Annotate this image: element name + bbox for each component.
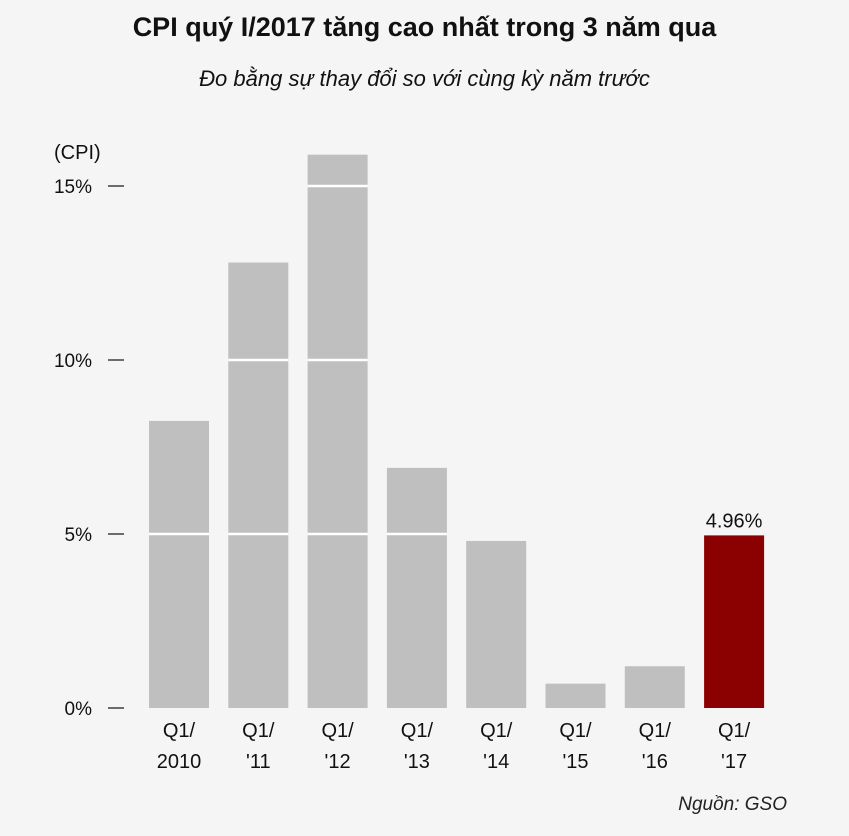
x-tick-label-line2: '13 xyxy=(404,751,430,773)
bar xyxy=(307,154,368,708)
bar xyxy=(228,262,289,708)
x-tick-label-line1: Q1/ xyxy=(480,720,513,742)
x-tick-label-line2: '16 xyxy=(642,751,668,773)
labels: Q1/2010 Q1/ '11 Q1/ '12 Q1/ '13 Q1/ '14 Q1/ '15 Q1/… xyxy=(157,510,763,773)
y-tick-label: 5% xyxy=(65,525,93,546)
bar xyxy=(149,420,209,708)
x-tick-label-line1: Q1/ xyxy=(559,720,592,742)
bar xyxy=(386,467,447,708)
x-tick-label-line1: Q1/ xyxy=(639,720,672,742)
x-tick-label-line1: Q1/ xyxy=(401,720,434,742)
x-tick-label-line1: Q1/ xyxy=(718,720,751,742)
y-axis: (CPI) 0% 5% 10% 15% xyxy=(54,142,124,720)
x-tick-label-line2: '15 xyxy=(562,751,588,773)
x-tick-label-line1: Q1/ xyxy=(163,720,196,742)
y-tick-label: 10% xyxy=(54,351,92,372)
chart-title: CPI quý I/2017 tăng cao nhất trong 3 năm… xyxy=(132,12,717,42)
chart-subtitle: Đo bằng sự thay đổi so với cùng kỳ năm t… xyxy=(199,66,650,91)
x-tick-label-line1: Q1/ xyxy=(242,720,275,742)
bar xyxy=(466,540,527,708)
source-note: Nguồn: GSO xyxy=(678,794,787,815)
x-tick-label-line2: '14 xyxy=(483,751,509,773)
x-tick-label-line1: Q1/ xyxy=(321,720,354,742)
bar xyxy=(545,683,606,708)
x-tick-label-line2: '17 xyxy=(721,751,747,773)
data-label: 4.96% xyxy=(706,510,763,532)
y-tick-label: 15% xyxy=(54,177,92,198)
x-tick-label-line2: 2010 xyxy=(157,751,202,773)
gridlines xyxy=(149,184,447,536)
y-tick-label: 0% xyxy=(65,699,93,720)
bars xyxy=(149,154,765,708)
x-tick-label-line2: '11 xyxy=(246,751,271,773)
bar xyxy=(624,666,685,708)
y-axis-unit-label: (CPI) xyxy=(54,142,101,164)
bar xyxy=(704,535,765,708)
x-tick-label-line2: '12 xyxy=(325,751,351,773)
